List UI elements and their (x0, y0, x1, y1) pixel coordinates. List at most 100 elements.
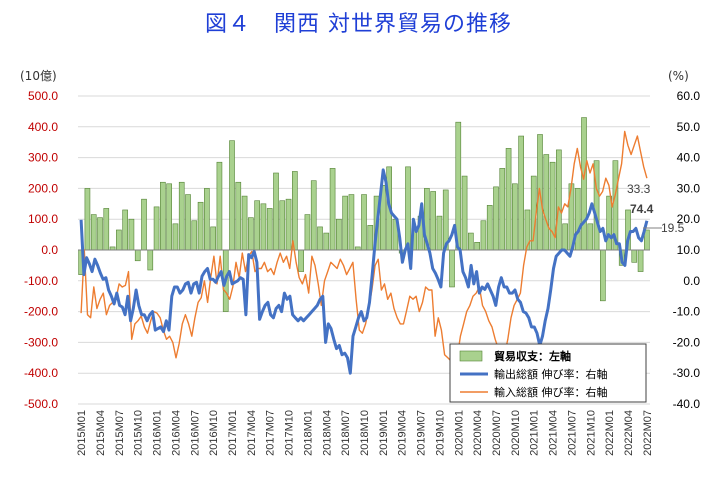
bar (436, 215, 443, 251)
bar (317, 226, 323, 251)
right-tick-label: 50.0 (677, 120, 701, 134)
bar (348, 194, 355, 251)
x-tick-label: 2019M04 (397, 410, 409, 456)
bar (468, 232, 474, 251)
left-tick-label: 500.0 (28, 89, 58, 103)
bar (449, 249, 455, 288)
bar (166, 183, 172, 251)
annotation-label: 74.4 (630, 202, 654, 216)
legend-label: 輸出総額 伸び率：右軸 (494, 367, 608, 381)
right-tick-label: 60.0 (677, 89, 701, 103)
bar (556, 149, 562, 251)
left-tick-label: 400.0 (28, 120, 58, 134)
x-tick-label: 2022M07 (642, 410, 654, 456)
left-tick-label: -500.0 (24, 397, 58, 411)
right-axis-ticks: 60.0 50.0 40.0 30.0 20.0 10.0 0.0 -10.0 -20.0 -30… (673, 89, 701, 411)
right-tick-label: 20.0 (677, 212, 701, 226)
bar (197, 201, 204, 251)
bar (499, 168, 506, 251)
bar (298, 249, 304, 272)
bar (474, 242, 480, 251)
bar (141, 198, 147, 251)
bar (587, 223, 594, 251)
bar (97, 217, 103, 251)
x-tick-label: 2017M10 (284, 410, 296, 456)
x-tick-label: 2018M07 (340, 410, 352, 456)
annotations: 33.3 74.4 19.5 (627, 182, 685, 235)
bar (172, 223, 179, 251)
bar (524, 209, 531, 251)
x-tick-label: 2019M07 (416, 410, 428, 456)
bar (122, 209, 128, 251)
x-tick-label: 2019M10 (434, 410, 446, 456)
bar (361, 194, 367, 251)
bar (336, 218, 342, 251)
bar (606, 195, 612, 251)
x-tick-label: 2016M04 (170, 410, 182, 456)
x-tick-label: 2015M10 (133, 410, 145, 456)
x-tick-label: 2021M07 (566, 410, 578, 456)
bar (254, 200, 260, 251)
bar (631, 249, 638, 263)
bar (229, 140, 235, 251)
bar (84, 188, 91, 251)
bar (512, 183, 518, 251)
import-growth-line (80, 130, 648, 374)
bar (574, 188, 581, 251)
bar (518, 135, 524, 251)
bar (562, 223, 568, 251)
legend-label: 輸入総額 伸び率：右軸 (494, 385, 608, 399)
export-growth-line (79, 168, 649, 375)
bar-series (78, 117, 650, 312)
right-tick-label: -40.0 (673, 397, 701, 411)
bar (185, 194, 191, 251)
annotation-label: 33.3 (627, 182, 651, 196)
left-tick-label: 100.0 (28, 212, 58, 226)
bar (493, 186, 499, 251)
bar (147, 249, 154, 271)
bar (191, 220, 198, 251)
bar (486, 205, 493, 251)
legend-label: 貿易収支：左軸 (494, 349, 571, 363)
line-series (79, 130, 649, 375)
bar (430, 191, 436, 251)
bar (216, 161, 223, 251)
bar (329, 168, 336, 251)
right-tick-label: 30.0 (677, 181, 701, 195)
right-tick-label: -10.0 (673, 305, 701, 319)
bar (235, 181, 242, 251)
x-tick-label: 2019M01 (378, 410, 390, 456)
bar (543, 154, 550, 251)
legend-swatch (459, 350, 483, 362)
bar (248, 217, 254, 251)
bar (204, 188, 210, 251)
x-tick-label: 2016M10 (208, 410, 220, 456)
x-tick-label: 2018M04 (321, 410, 333, 456)
x-tick-label: 2021M10 (585, 410, 597, 456)
x-tick-label: 2017M01 (227, 410, 239, 456)
bar (461, 175, 468, 251)
x-tick-label: 2021M01 (529, 410, 541, 456)
bar (160, 181, 166, 251)
left-tick-label: -400.0 (24, 366, 58, 380)
bar (273, 172, 279, 251)
x-tick-label: 2021M04 (548, 410, 560, 456)
bar (637, 249, 644, 272)
bar (285, 198, 292, 251)
right-tick-label: 40.0 (677, 151, 701, 165)
left-tick-label: -200.0 (24, 305, 58, 319)
bar (90, 214, 97, 251)
left-axis-ticks: 500.0 400.0 300.0 200.0 100.0 0.0 -100.0 -200.0… (24, 89, 58, 411)
left-tick-label: 300.0 (28, 151, 58, 165)
bar (600, 249, 606, 302)
left-tick-label: -300.0 (24, 335, 58, 349)
x-tick-label: 2017M04 (246, 410, 258, 456)
x-tick-label: 2020M10 (510, 410, 522, 456)
x-tick-label: 2022M01 (604, 410, 616, 456)
x-tick-label: 2020M01 (453, 410, 465, 456)
bar (405, 166, 411, 251)
left-axis-unit: (10億) (20, 69, 57, 83)
right-tick-label: -20.0 (673, 335, 701, 349)
